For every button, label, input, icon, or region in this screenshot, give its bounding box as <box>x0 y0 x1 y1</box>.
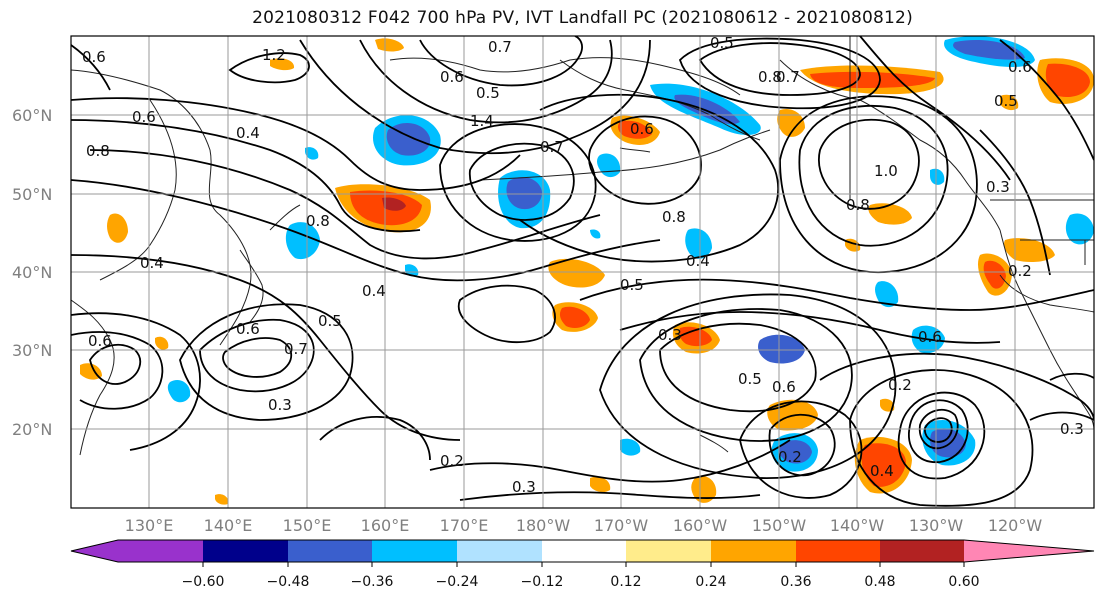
pv-contours <box>71 36 1094 507</box>
contour-label: 0.2 <box>440 452 464 470</box>
contour-label: 0.6 <box>88 332 112 350</box>
contour-label: 0.6 <box>630 120 654 138</box>
lon-label: 140°E <box>204 516 253 535</box>
contour-label: 0.3 <box>658 326 682 344</box>
lon-label: 160°E <box>361 516 410 535</box>
colorbar-tick-label: −0.12 <box>521 574 564 590</box>
map-title: 2021080312 F042 700 hPa PV, IVT Landfall… <box>252 8 913 28</box>
contour-label: 0.3 <box>986 178 1010 196</box>
lat-label: 40°N <box>12 263 52 282</box>
graticule <box>71 36 1094 508</box>
contour-label: 0.7 <box>540 138 564 156</box>
colorbar-segment <box>372 540 457 562</box>
lon-label: 120°W <box>988 516 1043 535</box>
colorbar: −0.60 −0.48 −0.36 −0.24 −0.12 0.12 0.24 … <box>70 539 1095 590</box>
contour-label: 0.6 <box>1008 58 1032 76</box>
contour-label: 0.7 <box>488 38 512 56</box>
contour-label: 0.4 <box>236 124 260 142</box>
contour-label: 0.6 <box>440 68 464 86</box>
contour-label: 0.8 <box>662 208 686 226</box>
contour-label: 0.6 <box>772 378 796 396</box>
contour-label: 1.4 <box>470 112 494 130</box>
contour-label: 1.0 <box>874 162 898 180</box>
contour-label: 0.3 <box>268 396 292 414</box>
contour-label: 0.3 <box>1060 420 1084 438</box>
contour-label: 0.6 <box>236 320 260 338</box>
contour-label: 0.5 <box>476 84 500 102</box>
plot-area: 0.6 1.2 0.7 0.6 0.5 0.8 0.7 0.6 0.6 0.4 … <box>71 34 1094 508</box>
contour-label: 0.5 <box>994 92 1018 110</box>
colorbar-tick-label: 0.24 <box>695 574 726 590</box>
contour-label: 0.2 <box>778 448 802 466</box>
lon-label: 170°E <box>440 516 489 535</box>
contour-label: 0.8 <box>846 196 870 214</box>
lon-label: 140°W <box>830 516 885 535</box>
colorbar-segment <box>880 540 964 562</box>
colorbar-tick-label: 0.60 <box>948 574 979 590</box>
lon-label: 130°W <box>909 516 964 535</box>
contour-label: 0.5 <box>738 370 762 388</box>
contour-label: 0.4 <box>362 282 386 300</box>
colorbar-segment <box>711 540 796 562</box>
colorbar-tick-label: 0.36 <box>780 574 811 590</box>
contour-label: 0.2 <box>888 376 912 394</box>
colorbar-segment <box>542 540 626 562</box>
contour-label: 1.2 <box>262 46 286 64</box>
colorbar-extend-left <box>71 540 118 562</box>
latitude-labels: 60°N 50°N 40°N 30°N 20°N <box>12 106 52 439</box>
lat-label: 30°N <box>12 341 52 360</box>
lon-label: 130°E <box>125 516 174 535</box>
colorbar-tick-label: −0.48 <box>267 574 310 590</box>
colorbar-ticks <box>202 562 965 567</box>
contour-labels: 0.6 1.2 0.7 0.6 0.5 0.8 0.7 0.6 0.6 0.4 … <box>82 34 1084 496</box>
colorbar-segment <box>626 540 711 562</box>
colorbar-tick-label: −0.60 <box>182 574 225 590</box>
colorbar-extend-right <box>964 540 1094 562</box>
colorbar-tick-label: −0.36 <box>351 574 394 590</box>
contour-label: 0.2 <box>1008 262 1032 280</box>
colorbar-outline <box>70 539 1095 563</box>
contour-label: 0.5 <box>318 312 342 330</box>
contour-label: 0.6 <box>82 48 106 66</box>
lon-label: 150°W <box>752 516 807 535</box>
lon-label: 180°W <box>516 516 571 535</box>
colorbar-segment <box>457 540 542 562</box>
contour-label: 0.4 <box>870 462 894 480</box>
contour-label: 0.4 <box>686 252 710 270</box>
contour-label: 0.7 <box>284 340 308 358</box>
plot-frame <box>70 35 1095 509</box>
colorbar-segment <box>796 540 880 562</box>
contour-label: 0.6 <box>132 108 156 126</box>
colorbar-tick-label: −0.24 <box>436 574 479 590</box>
contour-label: 0.6 <box>918 328 942 346</box>
colorbar-tick-label: 0.48 <box>864 574 895 590</box>
contour-label: 0.7 <box>776 68 800 86</box>
contour-label: 0.8 <box>758 68 782 86</box>
lon-label: 160°W <box>673 516 728 535</box>
lat-label: 20°N <box>12 420 52 439</box>
contour-label: 0.8 <box>86 142 110 160</box>
lon-label: 170°W <box>594 516 649 535</box>
colorbar-segment <box>118 540 203 562</box>
contour-label: 0.5 <box>710 34 734 52</box>
contour-label: 0.5 <box>620 276 644 294</box>
lat-label: 50°N <box>12 185 52 204</box>
longitude-labels: 130°E 140°E 150°E 160°E 170°E 180°W 170°… <box>125 516 1043 535</box>
lon-label: 150°E <box>283 516 332 535</box>
colorbar-tick-label: 0.12 <box>610 574 641 590</box>
colorbar-segment <box>203 540 288 562</box>
contour-label: 0.4 <box>140 254 164 272</box>
contour-label: 0.8 <box>306 212 330 230</box>
contour-label: 0.3 <box>512 478 536 496</box>
colorbar-segment <box>288 540 372 562</box>
lat-label: 60°N <box>12 106 52 125</box>
